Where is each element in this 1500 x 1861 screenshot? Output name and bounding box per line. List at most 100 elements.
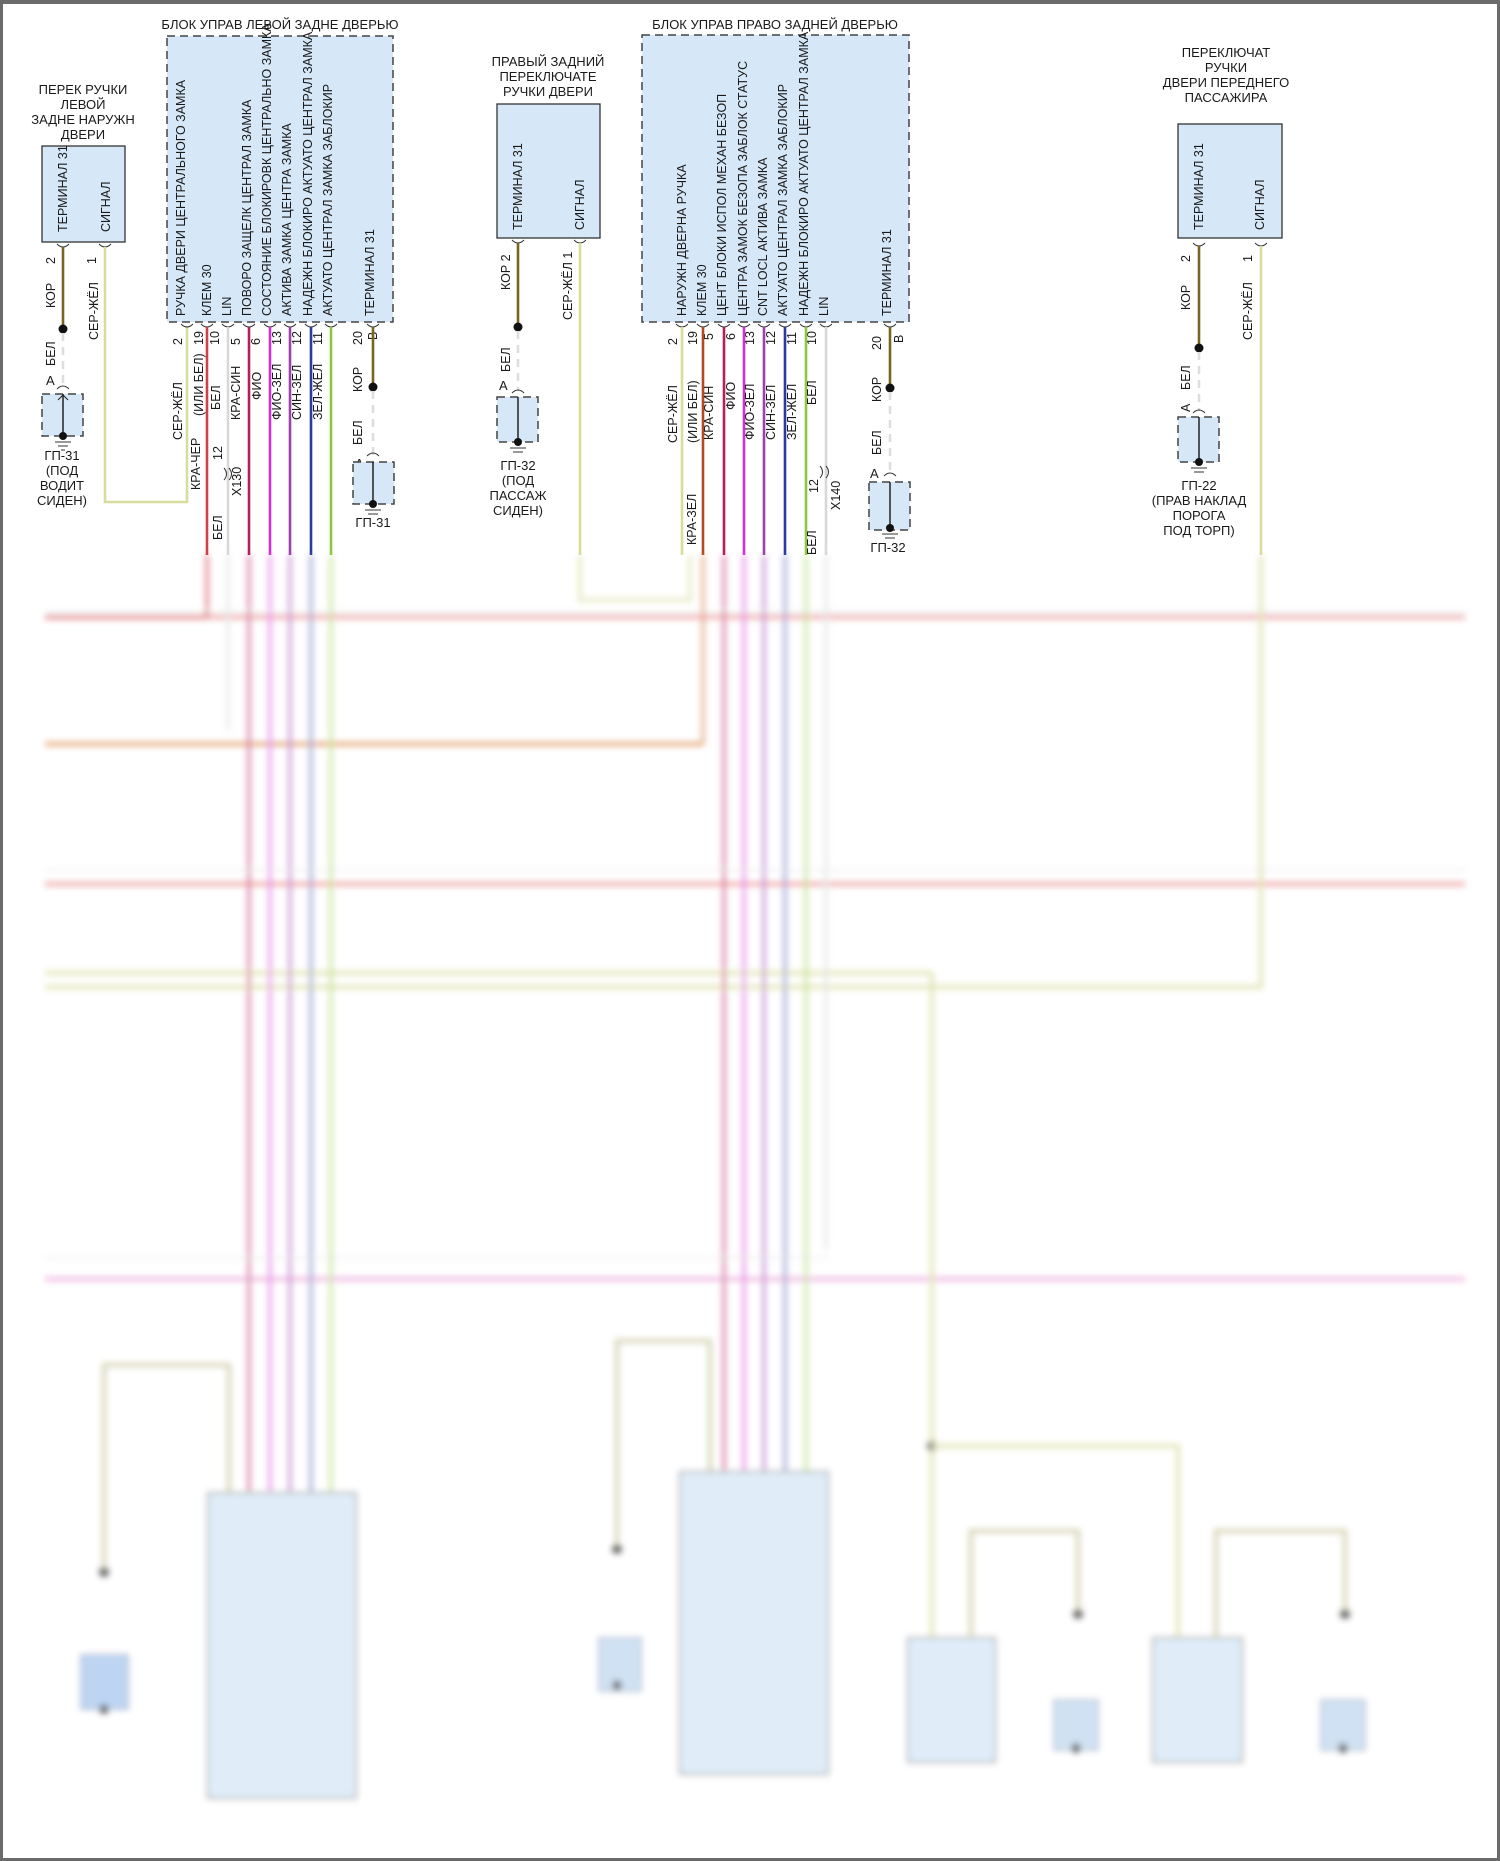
wire-label: БЕЛ xyxy=(805,530,819,555)
right-switch-box xyxy=(1177,123,1283,239)
left-handle-switch: ПЕРЕК РУЧКИ ЛЕВОЙ ЗАДНЕ НАРУЖН ДВЕРИ ТЕР… xyxy=(31,82,189,508)
pin-number: 2 xyxy=(171,338,185,345)
pin-number: 2 xyxy=(1179,255,1193,262)
pin-label: НАРУЖН ДВЕРНА РУЧКА xyxy=(675,164,689,316)
pin-number: 20 xyxy=(870,336,884,350)
left-switch-title-4: ДВЕРИ xyxy=(61,127,105,142)
pin-label: ПОВОРО ЗАЩЕЛК ЦЕНТРАЛ ЗАМКА xyxy=(240,99,254,316)
ground-label: ГП-31 xyxy=(44,448,79,463)
pin-number: 12 xyxy=(290,331,304,345)
right-switch-title-2: РУЧКИ xyxy=(1205,60,1247,75)
wire-label: БЕЛ xyxy=(1179,365,1193,390)
ground-icon xyxy=(55,441,71,451)
wire-label: КРА-ЗЕЛ xyxy=(685,494,699,545)
lower-actuator-1 xyxy=(907,1637,996,1763)
pin-label: АКТУАТО ЦЕНТРАЛ ЗАМКА ЗАБЛОКИР xyxy=(776,84,790,316)
wire-ser-zhel xyxy=(103,247,189,504)
inline-connector-x140 xyxy=(819,465,829,479)
wire-label: ЗЕЛ-ЖЕЛ xyxy=(311,364,325,420)
wire-label: КОР 2 xyxy=(499,254,513,290)
pin-label: АКТИВА ЗАМКА ЦЕНТРА ЗАМКА xyxy=(280,122,294,316)
wire-label: ФИО xyxy=(724,382,738,410)
pin-label: СИГНАЛ xyxy=(573,179,587,230)
splice-dot xyxy=(368,382,378,392)
diagram-canvas: ПЕРЕК РУЧКИ ЛЕВОЙ ЗАДНЕ НАРУЖН ДВЕРИ ТЕР… xyxy=(31,17,1465,1799)
wire-label: БЕЛ xyxy=(805,380,819,405)
wire-label: СЕР-ЖЁЛ xyxy=(171,382,185,440)
right-rear-door-module: БЛОК УПРАВ ПРАВО ЗАДНЕЙ ДВЕРЬЮ НАРУЖН ДВ… xyxy=(641,17,911,555)
pin-label: АКТУАТО ЦЕНТРАЛ ЗАМКА ЗАБЛОКИР xyxy=(321,84,335,316)
front-passenger-handle-switch: ПЕРЕКЛЮЧАТ РУЧКИ ДВЕРИ ПЕРЕДНЕГО ПАССАЖИ… xyxy=(1152,45,1289,555)
wire-label: ЗЕЛ-ЖЕЛ xyxy=(785,384,799,440)
pin-number: 10 xyxy=(208,331,222,345)
wire-label: СЕР-ЖЁЛ xyxy=(1241,282,1255,340)
connector-label: A xyxy=(1179,403,1193,412)
wire-label: БЕЛ xyxy=(209,385,223,410)
pin-label: НАДЕЖН БЛОКИРО АКТУАТО ЦЕНТРАЛ ЗАМКА xyxy=(301,31,315,316)
ground-label: ГП-22 xyxy=(1181,478,1216,493)
ground-label: ГП-32 xyxy=(870,540,905,555)
wire-label: БЕЛ xyxy=(870,430,884,455)
connector-label: A xyxy=(499,378,508,393)
wire-label: ФИО-ЗЕЛ xyxy=(743,384,757,440)
pin-number: 10 xyxy=(805,331,819,345)
left-switch-pin-terminal31: ТЕРМИНАЛ 31 xyxy=(56,145,70,232)
pin-label: ТЕРМИНАЛ 31 xyxy=(363,229,377,316)
wire-label: СЕР-ЖЁЛ xyxy=(666,385,680,443)
pin-number: 6 xyxy=(249,338,263,345)
mid-switch-box xyxy=(496,103,601,239)
pin-number: 12 xyxy=(764,331,778,345)
lower-actuator-2 xyxy=(1152,1637,1243,1763)
left-block-title: БЛОК УПРАВ ЛЕВОЙ ЗАДНЕ ДВЕРЬЮ xyxy=(161,17,398,32)
pin-label: СОСТОЯНИЕ БЛОКИРОВК ЦЕНТРАЛЬНО ЗАМКА xyxy=(260,23,274,316)
inline-connector-x130 xyxy=(223,467,232,481)
wire-label: БЕЛ xyxy=(351,420,365,445)
pin-label: ТЕРМИНАЛ 31 xyxy=(880,229,894,316)
ground-label: (ПОД xyxy=(46,463,78,478)
ground-label: ПАССАЖ xyxy=(490,488,547,503)
right-switch-title-1: ПЕРЕКЛЮЧАТ xyxy=(1182,45,1270,60)
mid-switch-title-3: РУЧКИ ДВЕРИ xyxy=(503,84,593,99)
wire-label: КОР xyxy=(1179,285,1193,310)
wire-label: КРА-СИН xyxy=(702,386,716,440)
splice-dot xyxy=(58,324,68,334)
right-rear-handle-switch: ПРАВЫЙ ЗАДНИЙ ПЕРЕКЛЮЧАТЕ РУЧКИ ДВЕРИ ТЕ… xyxy=(490,54,604,555)
pin-number: 11 xyxy=(785,332,799,345)
left-block-box xyxy=(166,35,394,323)
pin-label: КЛЕМ 30 xyxy=(695,264,709,316)
left-switch-pin-signal: СИГНАЛ xyxy=(99,181,113,232)
pin-number: 13 xyxy=(743,331,757,345)
pin-label: КЛЕМ 30 xyxy=(200,264,214,316)
pin-number: 5 xyxy=(229,338,243,345)
pin-label: ЦЕНТ БЛОКИ ИСПОЛ МЕХАН БЕЗОП xyxy=(715,94,729,316)
right-switch-title-4: ПАССАЖИРА xyxy=(1185,90,1268,105)
wire-label: КРА-ЧЕР xyxy=(189,438,203,490)
pin-number: 20 xyxy=(351,331,365,345)
wire-label: КОР xyxy=(44,283,58,308)
pin-number: 1 xyxy=(1241,255,1255,262)
connector-label: A xyxy=(46,373,55,388)
ground-label: ПОРОГА xyxy=(1173,508,1226,523)
pin-number: 6 xyxy=(724,333,738,340)
wire-label: КОР xyxy=(870,377,884,402)
ground-label: СИДЕН) xyxy=(493,503,543,518)
pin-number: 13 xyxy=(270,331,284,345)
right-block-box xyxy=(641,34,910,323)
right-block-title: БЛОК УПРАВ ПРАВО ЗАДНЕЙ ДВЕРЬЮ xyxy=(652,17,898,32)
ground-icon xyxy=(365,509,381,515)
ground-label: ГП-32 xyxy=(500,458,535,473)
pin-label: РУЧКА ДВЕРИ ЦЕНТРАЛЬНОГО ЗАМКА xyxy=(174,79,188,316)
ground-label: ПОД ТОРП) xyxy=(1163,523,1234,538)
lower-left-module xyxy=(207,1492,357,1799)
ground-icon xyxy=(882,533,898,539)
pin-number: 19 xyxy=(192,331,206,345)
wire-label: БЕЛ xyxy=(211,515,225,540)
wire-label: 12 xyxy=(807,479,821,493)
pin-number: 11 xyxy=(311,332,325,345)
left-rear-door-module: БЛОК УПРАВ ЛЕВОЙ ЗАДНЕ ДВЕРЬЮ РУЧКА ДВЕР… xyxy=(161,17,399,555)
mid-switch-title-2: ПЕРЕКЛЮЧАТЕ xyxy=(499,69,596,84)
pin-label: LIN xyxy=(817,297,831,316)
pin-number: 2 xyxy=(666,338,680,345)
pin-label: LIN xyxy=(220,297,234,316)
